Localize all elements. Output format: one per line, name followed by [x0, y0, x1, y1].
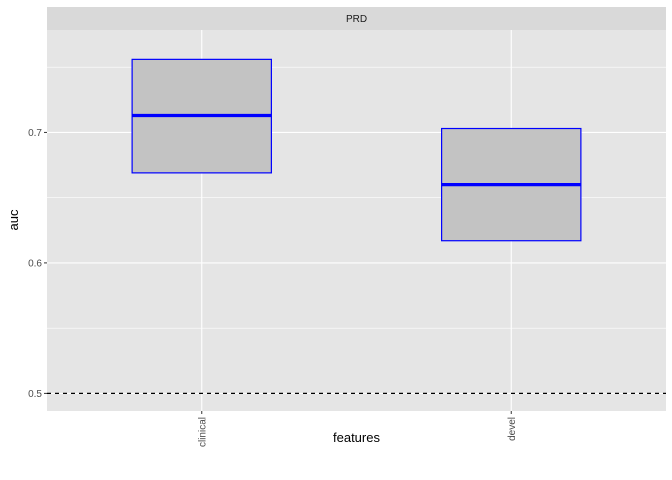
y-tick-label: 0.7	[28, 128, 42, 139]
x-tick-label-clinical: clinical	[197, 417, 208, 447]
strip-background	[47, 7, 666, 30]
boxes	[131, 58, 582, 242]
y-tick-label: 0.6	[28, 258, 42, 269]
facet-strip-label: PRD	[346, 14, 367, 25]
y-tick-label: 0.5	[28, 389, 42, 400]
y-axis: 0.5 0.6 0.7	[28, 128, 47, 400]
y-axis-title: auc	[6, 209, 21, 230]
x-axis-title: features	[333, 430, 380, 445]
x-tick-label-devel: devel	[507, 417, 518, 441]
x-axis: clinical devel	[197, 411, 518, 447]
